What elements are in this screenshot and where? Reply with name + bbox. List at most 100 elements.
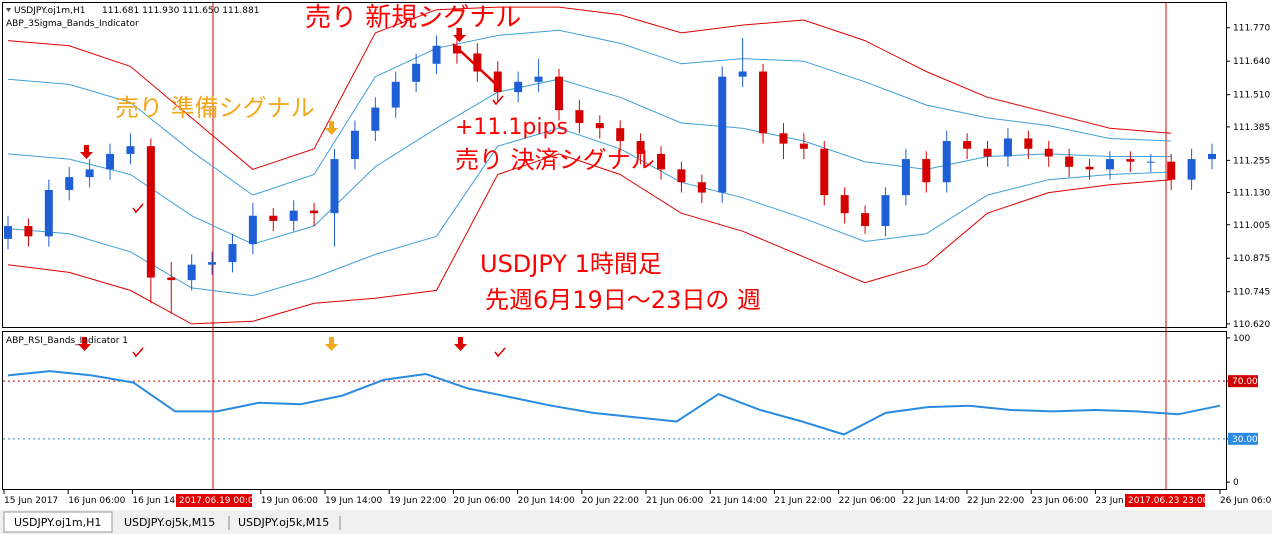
y-tick-label: 70.00	[1232, 377, 1258, 387]
candle-body	[820, 148, 829, 196]
tab[interactable]: USDJPY.oj5k,M15	[124, 516, 215, 529]
x-tick-label: 23 Jun 06:00	[1031, 496, 1088, 506]
y-tick-label: 0	[1233, 478, 1239, 488]
x-tick-label: 19 Jun 14:00	[325, 496, 382, 506]
candle-body	[697, 182, 706, 193]
y-tick-label: 111.130	[1233, 189, 1270, 199]
candle-body	[248, 215, 257, 245]
candle-body	[881, 195, 890, 227]
candle-body	[371, 107, 380, 131]
time-marker-box	[176, 494, 252, 507]
candle-body	[636, 141, 645, 154]
candle-body	[983, 148, 992, 157]
candle-body	[1208, 153, 1216, 160]
candle-body	[738, 71, 747, 77]
candle-body	[1126, 159, 1135, 162]
level-label-box	[1228, 432, 1258, 445]
trade-line	[452, 43, 501, 89]
candle-body	[840, 195, 849, 214]
x-tick-label: 20 Jun 14:00	[518, 496, 575, 506]
y-tick-label: 110.745	[1233, 288, 1270, 298]
x-tick-label: 22 Jun 06:00	[839, 496, 896, 506]
exit-checks	[132, 95, 506, 358]
tab[interactable]: USDJPY.oj5k,M15	[238, 516, 329, 529]
y-tick-label: 111.510	[1233, 91, 1270, 101]
candle-body	[554, 76, 563, 111]
candle-body	[289, 210, 298, 221]
y-tick-label: 100	[1233, 334, 1250, 344]
ready-arrows	[325, 121, 338, 351]
y-tick-label: 110.620	[1233, 320, 1270, 330]
candle-body	[1065, 156, 1074, 167]
candle-body	[432, 45, 441, 64]
candle-body	[146, 146, 155, 278]
annotation: USDJPY 1時間足	[480, 250, 662, 278]
x-tick-label: 16 Jun 14:00	[132, 496, 189, 506]
candle-body	[759, 71, 768, 134]
exit-check	[494, 347, 506, 358]
candle-body	[391, 81, 400, 108]
level-label-box	[1228, 375, 1258, 388]
x-tick-label: 21 Jun 14:00	[710, 496, 767, 506]
exit-check	[132, 347, 144, 358]
candle-body	[65, 177, 74, 190]
y-tick-label: 111.770	[1233, 24, 1270, 34]
candle-body	[942, 141, 951, 183]
candle-body	[657, 153, 666, 170]
candle-body	[493, 71, 502, 93]
x-tick-label: 20 Jun 06:00	[453, 496, 510, 506]
indicator-name: ABP_3Sigma_Bands_Indicator	[6, 19, 139, 29]
collapse-icon[interactable]	[6, 8, 11, 12]
candle-body	[1085, 166, 1094, 170]
x-tick-label: 23 Jun 14:00	[1095, 496, 1152, 506]
x-tick-label: 19 Jun 06:00	[261, 496, 318, 506]
candle-body	[452, 45, 461, 54]
x-tick-label: 16 Jun 06:00	[68, 496, 125, 506]
candle-body	[1003, 138, 1012, 157]
band-line	[7, 29, 1172, 196]
tab[interactable]: USDJPY.oj1m,H1	[14, 516, 101, 529]
sell-arrows	[78, 28, 467, 351]
candle-body	[1044, 148, 1053, 157]
candle-body	[473, 53, 482, 72]
tab-active[interactable]	[3, 511, 113, 533]
candle-body	[350, 130, 359, 160]
rsi-line	[7, 370, 1221, 436]
sell-arrow	[453, 28, 466, 42]
candle-body	[718, 76, 727, 193]
candle-body	[187, 264, 196, 281]
candle-body	[330, 159, 339, 214]
candle-body	[126, 146, 135, 154]
sell-arrow	[80, 145, 93, 159]
candle-body	[24, 226, 33, 237]
exit-check	[492, 95, 504, 106]
candle-body	[677, 169, 686, 183]
tab-bar	[0, 510, 1272, 534]
candle-body	[1146, 161, 1155, 163]
time-marker-box	[1125, 494, 1205, 507]
x-tick-label: 15 Jun 2017	[4, 496, 58, 506]
candle-body	[799, 143, 808, 149]
candle-body	[44, 189, 53, 237]
annotation: 売り 新規シグナル	[305, 3, 521, 33]
candle-body	[269, 215, 278, 221]
ohlc: 111.681 111.930 111.650 111.881	[102, 6, 259, 16]
sell-arrow	[78, 337, 91, 351]
time-marker: 2017.06.23 23:00	[1128, 496, 1209, 506]
candle-body	[595, 123, 604, 129]
candle-body	[1187, 159, 1196, 180]
plot-layer	[3, 6, 1226, 440]
x-tick-label: 22 Jun 22:00	[967, 496, 1024, 506]
candle-body	[1167, 161, 1176, 180]
candle-body	[228, 244, 237, 263]
candle-body	[167, 277, 176, 281]
time-marker: 2017.06.19 00:00	[179, 496, 260, 506]
candle-body	[310, 210, 319, 214]
annotation: +11.1pips	[455, 115, 568, 140]
candle-body	[861, 213, 870, 227]
candle-body	[963, 141, 972, 149]
candle-body	[1105, 159, 1114, 170]
candle-body	[208, 262, 217, 265]
x-tick-label: 22 Jun 14:00	[903, 496, 960, 506]
candle-body	[616, 128, 625, 142]
